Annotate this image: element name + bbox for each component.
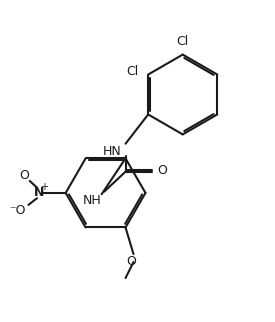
Text: O: O <box>20 169 29 182</box>
Text: O: O <box>158 164 167 177</box>
Text: HN: HN <box>103 145 122 158</box>
Text: N: N <box>34 186 44 199</box>
Text: O: O <box>126 255 136 269</box>
Text: NH: NH <box>83 194 102 207</box>
Text: Cl: Cl <box>126 65 139 78</box>
Text: +: + <box>40 182 48 192</box>
Text: ⁻O: ⁻O <box>10 204 26 217</box>
Text: Cl: Cl <box>177 35 189 48</box>
